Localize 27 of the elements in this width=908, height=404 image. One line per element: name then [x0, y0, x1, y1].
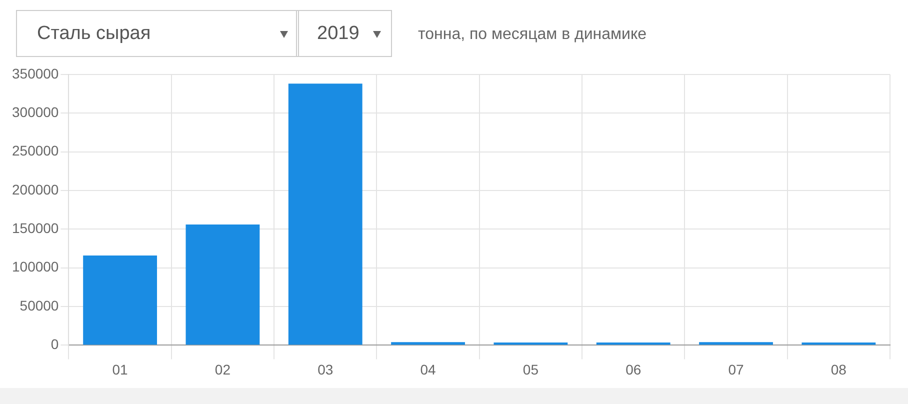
text: тонна, по месяцам в динамике [418, 26, 647, 44]
y-tick-label: 0 [50, 336, 59, 352]
x-tick-label: 01 [112, 361, 128, 378]
x-tick-label: 04 [420, 361, 436, 378]
bar [83, 255, 158, 345]
y-tick-label: 350000 [12, 65, 59, 82]
y-tick-label: 100000 [12, 258, 59, 275]
bar [802, 342, 876, 345]
bar [596, 342, 670, 345]
bar [699, 342, 773, 345]
y-tick-label: 150000 [12, 220, 59, 236]
bar [186, 224, 260, 345]
y-tick-label: 250000 [12, 142, 59, 159]
bar [288, 84, 362, 345]
x-tick-label: 05 [522, 361, 539, 378]
x-tick-label: 06 [626, 361, 642, 378]
y-tick-label: 200000 [12, 181, 59, 198]
x-tick-label: 02 [214, 361, 231, 378]
x-tick-label: 07 [728, 361, 744, 378]
text: 2019 [317, 22, 360, 44]
bar [391, 342, 465, 345]
bar [494, 342, 568, 345]
x-tick-label: 03 [318, 361, 334, 378]
text: Сталь сырая [37, 22, 151, 44]
y-tick-label: 50000 [20, 297, 59, 314]
y-tick-label: 300000 [12, 104, 59, 120]
x-tick-label: 08 [830, 361, 847, 378]
